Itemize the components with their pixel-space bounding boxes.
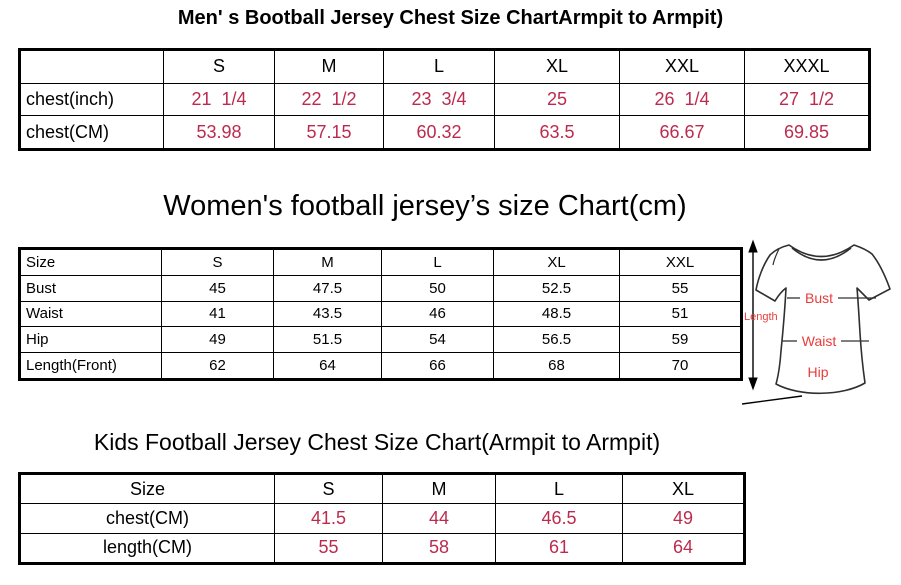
value-cell: 60.32 xyxy=(383,115,495,150)
table-row: Bust 45 47.5 50 52.5 55 xyxy=(19,274,742,302)
hip-label: Hip xyxy=(807,364,828,380)
bust-label: Bust xyxy=(805,290,833,306)
value-cell: 47.5 xyxy=(273,274,382,302)
kids-chart-title: Kids Football Jersey Chest Size Chart(Ar… xyxy=(93,429,661,455)
column-header-cell: M xyxy=(274,49,384,84)
value-cell: 66.67 xyxy=(619,115,745,150)
womens-size-table: Size S M L XL XXL Bust 45 47.5 50 52.5 5… xyxy=(18,247,743,381)
row-label-cell: Length(Front) xyxy=(19,351,162,381)
table-row: Hip 49 51.5 54 56.5 59 xyxy=(19,326,742,353)
column-header-cell: L xyxy=(383,49,495,84)
value-cell: 52.5 xyxy=(493,274,620,302)
shirt-outline xyxy=(755,244,891,395)
value-cell: 66 xyxy=(381,351,494,381)
value-cell: 53.98 xyxy=(163,115,275,150)
value-cell: 51.5 xyxy=(273,326,382,353)
column-header-cell: Size xyxy=(19,472,275,505)
value-cell: 51 xyxy=(619,300,742,328)
value-cell: 45 xyxy=(161,274,274,302)
value-cell: 27 1/2 xyxy=(744,82,870,117)
value-cell: 21 1/4 xyxy=(163,82,275,117)
column-header-cell: XXXL xyxy=(744,49,870,84)
length-label: Length xyxy=(744,311,778,323)
column-header-cell: XXL xyxy=(619,49,745,84)
row-label-cell: chest(CM) xyxy=(19,503,275,534)
column-header-cell: XXL xyxy=(619,248,742,276)
table-row: length(CM) 55 58 61 64 xyxy=(19,532,745,565)
column-header-cell: S xyxy=(161,248,274,276)
value-cell: 58 xyxy=(382,532,496,565)
value-cell: 46 xyxy=(381,300,494,328)
value-cell: 50 xyxy=(381,274,494,302)
table-row: Waist 41 43.5 46 48.5 51 xyxy=(19,300,742,328)
womens-chart-title: Women's football jersey’s size Chart(cm) xyxy=(163,190,687,222)
value-cell: 59 xyxy=(619,326,742,353)
value-cell: 41 xyxy=(161,300,274,328)
value-cell: 48.5 xyxy=(493,300,620,328)
column-header-cell: L xyxy=(381,248,494,276)
value-cell: 49 xyxy=(622,503,745,534)
value-cell: 69.85 xyxy=(744,115,870,150)
column-header-cell: S xyxy=(163,49,275,84)
value-cell: 43.5 xyxy=(273,300,382,328)
column-header-cell: Size xyxy=(19,248,162,276)
row-label-cell: Waist xyxy=(19,300,162,328)
table-row: Length(Front) 62 64 66 68 70 xyxy=(19,351,742,381)
value-cell: 56.5 xyxy=(493,326,620,353)
table-header-row: Size S M L XL xyxy=(19,472,745,505)
row-label-cell: chest(inch) xyxy=(19,82,164,117)
kids-size-table: Size S M L XL chest(CM) 41.5 44 46.5 49 … xyxy=(18,472,746,565)
column-header-cell: M xyxy=(273,248,382,276)
value-cell: 55 xyxy=(274,532,383,565)
value-cell: 23 3/4 xyxy=(383,82,495,117)
table-row: chest(CM) 41.5 44 46.5 49 xyxy=(19,503,745,534)
value-cell: 64 xyxy=(273,351,382,381)
mens-chart-title: Men' s Bootball Jersey Chest Size ChartA… xyxy=(177,7,724,29)
column-header-cell: M xyxy=(382,472,496,505)
corner-cell xyxy=(19,49,164,84)
value-cell: 70 xyxy=(619,351,742,381)
value-cell: 22 1/2 xyxy=(274,82,384,117)
column-header-cell: L xyxy=(495,472,623,505)
value-cell: 26 1/4 xyxy=(619,82,745,117)
value-cell: 61 xyxy=(495,532,623,565)
table-header-row: Size S M L XL XXL xyxy=(19,248,742,276)
value-cell: 57.15 xyxy=(274,115,384,150)
value-cell: 49 xyxy=(161,326,274,353)
column-header-cell: XL xyxy=(622,472,745,505)
column-header-cell: XL xyxy=(494,49,620,84)
measurement-lines xyxy=(782,297,876,342)
value-cell: 55 xyxy=(619,274,742,302)
column-header-cell: S xyxy=(274,472,383,505)
value-cell: 54 xyxy=(381,326,494,353)
value-cell: 68 xyxy=(493,351,620,381)
waist-label: Waist xyxy=(802,333,837,349)
value-cell: 63.5 xyxy=(494,115,620,150)
value-cell: 41.5 xyxy=(274,503,383,534)
value-cell: 44 xyxy=(382,503,496,534)
table-row: chest(inch) 21 1/4 22 1/2 23 3/4 25 26 1… xyxy=(19,82,870,117)
hem-baseline xyxy=(742,395,803,405)
mens-size-table: S M L XL XXL XXXL chest(inch) 21 1/4 22 … xyxy=(18,48,871,151)
table-header-row: S M L XL XXL XXXL xyxy=(19,49,870,84)
value-cell: 62 xyxy=(161,351,274,381)
row-label-cell: Hip xyxy=(19,326,162,353)
table-row: chest(CM) 53.98 57.15 60.32 63.5 66.67 6… xyxy=(19,115,870,150)
row-label-cell: chest(CM) xyxy=(19,115,164,150)
column-header-cell: XL xyxy=(493,248,620,276)
value-cell: 25 xyxy=(494,82,620,117)
length-arrow xyxy=(742,239,803,405)
value-cell: 46.5 xyxy=(495,503,623,534)
value-cell: 64 xyxy=(622,532,745,565)
row-label-cell: length(CM) xyxy=(19,532,275,565)
tshirt-measurement-diagram: Length Bust Waist Hip xyxy=(742,239,891,405)
row-label-cell: Bust xyxy=(19,274,162,302)
